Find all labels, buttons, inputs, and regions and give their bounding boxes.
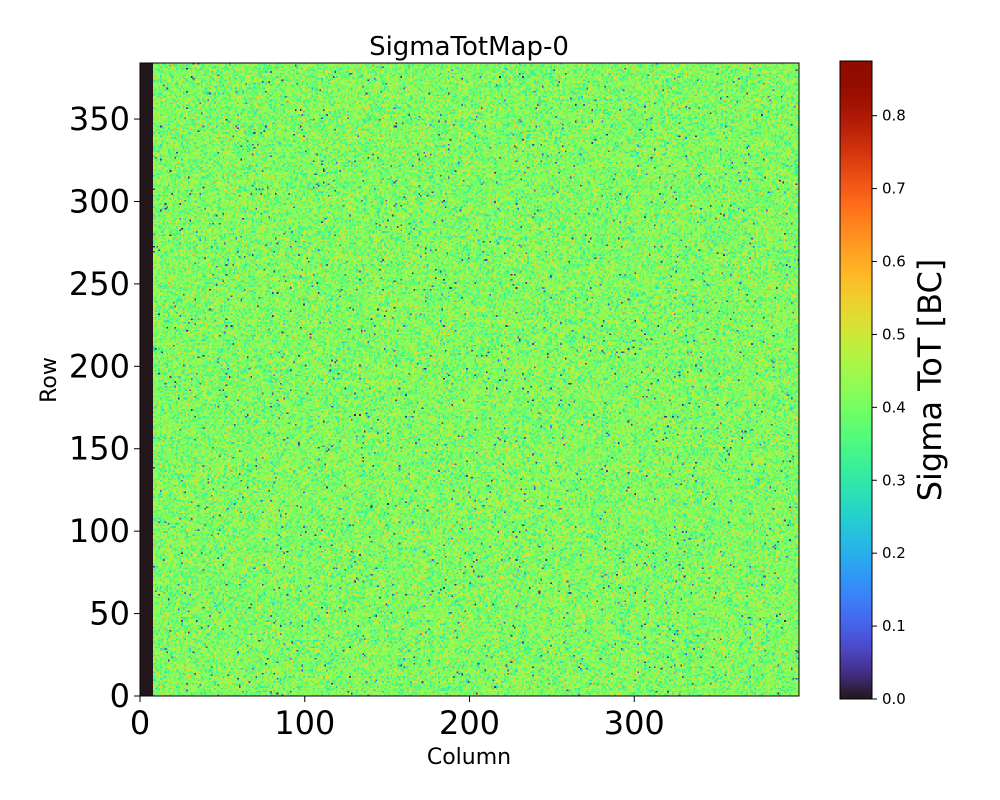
colorbar-gradient	[840, 61, 872, 699]
y-tick-label: 0	[110, 677, 130, 715]
y-axis-label: Row	[37, 357, 62, 403]
y-tick-label: 350	[69, 100, 130, 138]
x-tick-label: 300	[604, 704, 665, 742]
colorbar-tick-label: 0.0	[882, 690, 906, 708]
x-tick-label: 200	[439, 704, 500, 742]
y-tick-label: 250	[69, 265, 130, 303]
y-tick-label: 50	[89, 595, 130, 633]
x-tick-label: 100	[274, 704, 335, 742]
colorbar-frame	[839, 60, 873, 700]
colorbar-tick-label: 0.1	[882, 617, 906, 635]
y-tick-label: 100	[69, 512, 130, 550]
plot-frame	[139, 62, 800, 697]
x-tick-label: 0	[130, 704, 150, 742]
colorbar-tick-label: 0.6	[882, 253, 906, 271]
colorbar-tick-label: 0.5	[882, 325, 906, 343]
y-tick-label: 300	[69, 182, 130, 220]
colorbar-tick-label: 0.4	[882, 398, 906, 416]
y-tick-label: 150	[69, 430, 130, 468]
colorbar-tick-label: 0.8	[882, 107, 906, 125]
colorbar-tick-label: 0.7	[882, 180, 906, 198]
colorbar-label: Sigma ToT [BC]	[911, 259, 949, 502]
y-tick-label: 200	[69, 347, 130, 385]
heatmap-image	[140, 63, 799, 696]
colorbar-tick-label: 0.3	[882, 471, 906, 489]
chart-title: SigmaTotMap-0	[369, 32, 569, 62]
y-axis-ticks: 0 50 100 150 200 250 300 350	[69, 100, 140, 715]
x-axis-ticks: 0 100 200 300	[130, 696, 665, 742]
x-axis-label: Column	[427, 745, 511, 770]
colorbar-ticks: 0.0 0.1 0.2 0.3 0.4 0.5 0.6 0.7 0.8	[872, 107, 906, 708]
colorbar-tick-label: 0.2	[882, 544, 906, 562]
